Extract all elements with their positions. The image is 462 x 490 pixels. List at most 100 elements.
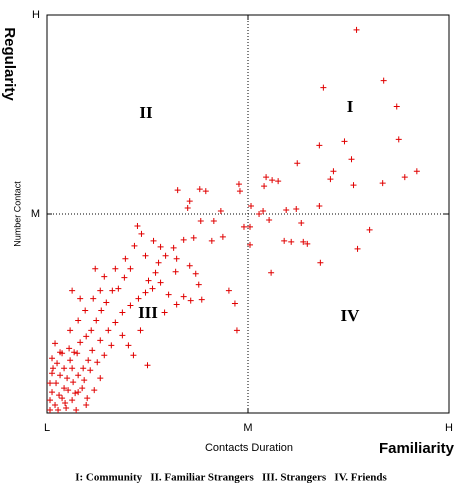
point [304,240,311,247]
point [108,342,115,349]
point [353,26,360,33]
point [62,400,69,407]
quadrant-label: I [347,97,354,116]
point [80,365,87,372]
point [47,397,54,404]
point [72,390,79,397]
point [121,274,128,281]
point [317,259,324,266]
point [161,309,168,316]
point [134,222,141,229]
point [142,289,149,296]
point [47,380,54,387]
point [103,299,110,306]
point [97,337,104,344]
point [109,287,116,294]
point [180,293,187,300]
point [98,307,105,314]
point [413,168,420,175]
point [197,217,204,224]
point [260,208,267,215]
point [91,387,98,394]
point [122,255,129,262]
point [300,238,307,245]
point [67,327,74,334]
point [61,365,68,372]
point [155,259,162,266]
point [247,241,254,248]
y-tick-label: H [32,9,40,21]
point [231,300,238,307]
point [217,208,224,215]
point [283,207,290,214]
point [268,269,275,276]
point [92,265,99,272]
point [202,188,209,195]
point [88,327,95,334]
y-axis-title: Regularity [1,27,18,101]
point [144,362,151,369]
point [294,160,301,167]
point [138,230,145,237]
point [61,385,68,392]
point [94,359,101,366]
point [149,285,156,292]
point [49,370,56,377]
point [119,309,126,316]
point [82,307,89,314]
x-axis-title: Familiarity [379,440,455,457]
point [208,237,215,244]
point [401,174,408,181]
point [142,252,149,259]
point [105,327,112,334]
point [75,372,82,379]
point [157,279,164,286]
point [354,245,361,252]
point [74,350,81,357]
point [130,352,137,359]
point [174,187,181,194]
point [170,244,177,251]
point [52,402,59,409]
point [186,262,193,269]
point [395,136,402,143]
point [55,407,62,414]
point [225,287,232,294]
point [152,269,159,276]
point [90,295,97,302]
point [70,379,77,386]
point [81,377,88,384]
point [320,84,327,91]
point [119,332,126,339]
point [275,178,282,185]
point [269,177,276,184]
point [186,198,193,205]
quadrant-label: II [139,103,153,122]
point [266,216,273,223]
point [127,265,134,272]
point [112,265,119,272]
x-axis-label: Contacts Duration [205,442,293,454]
point [380,77,387,84]
point [196,186,203,193]
point [89,347,96,354]
point [165,291,172,298]
point [59,395,66,402]
point [49,355,56,362]
point [54,360,61,367]
point [77,295,84,302]
point [263,174,270,181]
point [63,405,70,412]
point [184,205,191,212]
point [69,287,76,294]
x-tick-label: M [243,422,252,434]
point [157,243,164,250]
point [127,302,134,309]
point [187,297,194,304]
point [57,372,64,379]
point [137,327,144,334]
point [233,327,240,334]
point [393,103,400,110]
point [330,168,337,175]
